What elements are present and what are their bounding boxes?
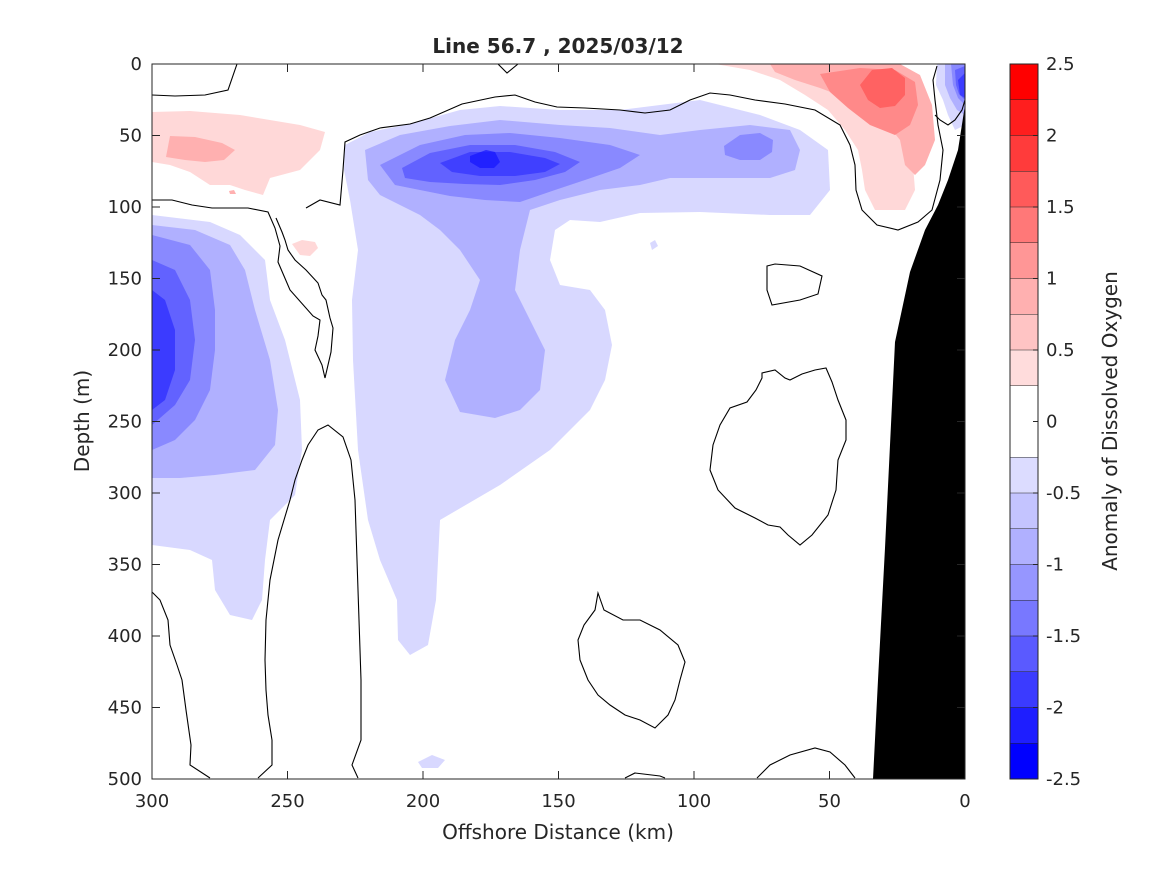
colorbar-tick-label: -1.5 <box>1046 626 1081 647</box>
zero-contour-loop-1 <box>766 263 823 306</box>
colorbar-band <box>1010 135 1038 172</box>
colorbar-tick-label: -1 <box>1046 555 1064 576</box>
x-tick-label: 100 <box>677 791 711 812</box>
colorbar-band <box>1010 278 1038 315</box>
y-tick-label: 300 <box>108 483 142 504</box>
y-tick-label: 400 <box>108 626 142 647</box>
colorbar-band <box>1010 64 1038 100</box>
colorbar-band <box>1010 242 1038 279</box>
negative-anomaly-patch-right <box>724 133 773 160</box>
colorbar-band <box>1010 350 1038 386</box>
positive-anomaly-region-left <box>152 111 325 195</box>
zero-contour-topleft <box>152 64 238 97</box>
colorbar-band <box>1010 207 1038 243</box>
colorbar-band <box>1010 493 1038 529</box>
colorbar-tick-label: 0 <box>1046 412 1057 433</box>
zero-contour-left-upper <box>152 199 334 379</box>
negative-anomaly-left-core <box>152 290 175 410</box>
colorbar-tick-label: 0.5 <box>1046 340 1075 361</box>
x-tick-label: 300 <box>135 791 169 812</box>
colorbar <box>1010 63 1038 779</box>
negative-anomaly-speck-1 <box>650 240 658 250</box>
x-tick-label: 150 <box>541 791 575 812</box>
colorbar-tick-label: 2.5 <box>1046 54 1075 75</box>
colorbar-tick-label: -0.5 <box>1046 483 1081 504</box>
colorbar-tick-label: 2 <box>1046 126 1057 147</box>
negative-anomaly-speck-2 <box>418 755 445 768</box>
x-tick-label: 250 <box>270 791 304 812</box>
x-tick-label: 50 <box>818 791 841 812</box>
colorbar-band <box>1010 636 1038 672</box>
colorbar-ticks: 2.5 2 1.5 1 0.5 0 -0.5 -1 -1.5 -2 -2.5 <box>1033 54 1081 790</box>
y-axis-label: Depth (m) <box>70 370 94 472</box>
bathymetry-shape <box>873 105 965 779</box>
zero-contour-notch <box>497 64 519 74</box>
x-tick-label: 0 <box>959 791 970 812</box>
x-tick-label: 200 <box>406 791 440 812</box>
negative-anomaly-nearshore-core <box>958 73 965 98</box>
chart-title: Line 56.7 , 2025/03/12 <box>432 34 683 58</box>
colorbar-band <box>1010 99 1038 136</box>
colorbar-tick-label: -2.5 <box>1046 769 1081 790</box>
y-tick-label: 250 <box>108 412 142 433</box>
colorbar-band <box>1010 671 1038 708</box>
x-axis: 300 250 200 150 100 50 0 <box>135 64 971 812</box>
colorbar-band <box>1010 564 1038 601</box>
y-tick-label: 0 <box>131 54 142 75</box>
y-tick-label: 350 <box>108 555 142 576</box>
colorbar-tick-label: 1 <box>1046 269 1057 290</box>
colorbar-band <box>1010 707 1038 744</box>
zero-contour-main-right <box>934 99 965 126</box>
anomaly-contour-field <box>152 64 965 779</box>
zero-contour-bottom-1 <box>624 772 666 779</box>
zero-contour-loop-3 <box>577 590 686 729</box>
colorbar-band <box>1010 171 1038 207</box>
colorbar-tick-label: -2 <box>1046 698 1064 719</box>
zero-contour-bottom-2 <box>756 747 856 779</box>
colorbar-label: Anomaly of Dissolved Oxygen <box>1098 271 1122 571</box>
colorbar-band <box>1010 600 1038 636</box>
colorbar-tick-label: 1.5 <box>1046 197 1075 218</box>
positive-anomaly-dot-left <box>229 190 236 194</box>
x-axis-label: Offshore Distance (km) <box>442 820 674 844</box>
zero-contour-main <box>305 65 944 231</box>
negative-anomaly-central-core <box>470 150 500 168</box>
y-tick-label: 200 <box>108 340 142 361</box>
colorbar-band <box>1010 743 1038 779</box>
y-tick-label: 500 <box>108 769 142 790</box>
positive-anomaly-core-right <box>860 68 905 108</box>
y-tick-label: 100 <box>108 197 142 218</box>
positive-anomaly-core-left <box>166 136 235 162</box>
y-axis: 0 50 100 150 200 250 300 350 400 450 500 <box>108 54 965 790</box>
zero-contour-left-lower <box>152 591 211 779</box>
positive-anomaly-speck-left <box>292 240 318 256</box>
zero-contour-deep-finger <box>257 424 362 779</box>
y-tick-label: 150 <box>108 269 142 290</box>
colorbar-band <box>1010 457 1038 493</box>
zero-contour-loop-2 <box>709 367 847 546</box>
y-tick-label: 450 <box>108 698 142 719</box>
colorbar-band <box>1010 528 1038 565</box>
colorbar-band <box>1010 314 1038 350</box>
y-tick-label: 50 <box>119 126 142 147</box>
zero-contour-lines <box>152 64 965 779</box>
